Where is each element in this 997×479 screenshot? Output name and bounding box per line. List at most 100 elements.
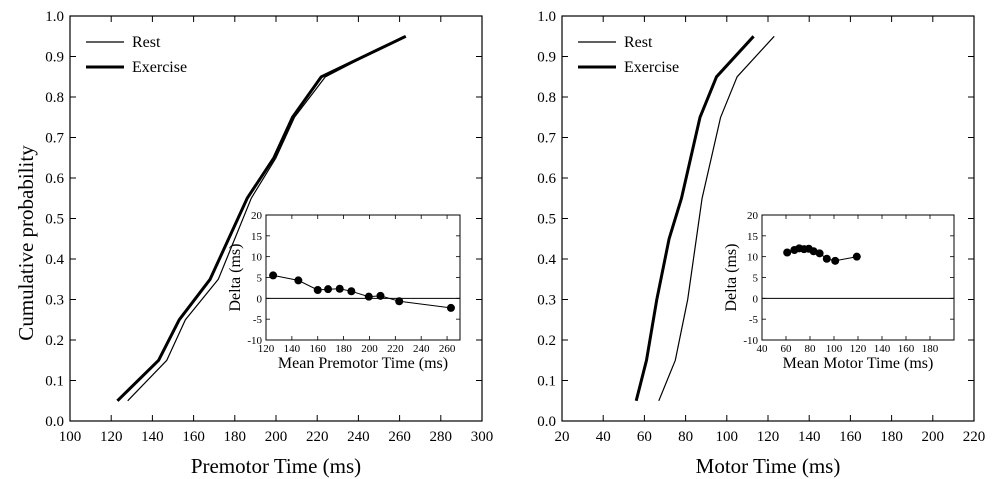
inset-series-line [273, 274, 451, 309]
series-line-exercise [634, 35, 755, 402]
inset-data-point [324, 285, 333, 294]
inset-y-axis-label: Delta (ms) [723, 244, 740, 312]
y-tick-label: 1.0 [45, 9, 64, 25]
inset-data-point [815, 249, 824, 258]
inset-data-point [376, 291, 385, 300]
y-tick-label: 0.4 [537, 252, 556, 268]
x-tick-label: 100 [716, 429, 739, 445]
inset-y-tick-label: 20 [251, 210, 263, 222]
x-tick-label: 120 [100, 429, 123, 445]
legend-label-rest: Rest [132, 34, 161, 51]
premotor-chart: 100 120 140 160 180 200 220 240 260 280 3000.00.10… [45, 9, 493, 478]
x-tick-label: 140 [141, 429, 164, 445]
x-tick-label: 160 [182, 429, 205, 445]
inset-x-tick-label: 140 [874, 343, 891, 355]
inset-data-point [269, 271, 278, 280]
x-tick-label: 40 [596, 429, 611, 445]
x-tick-label: 300 [471, 429, 494, 445]
x-axis-label: Premotor Time (ms) [191, 454, 361, 478]
inset-x-axis-label: Mean Premotor Time (ms) [278, 355, 448, 372]
inset-data-point [395, 297, 404, 306]
y-tick-label: 0.3 [537, 293, 556, 309]
x-tick-label: 100 [59, 429, 82, 445]
inset-x-tick-label: 240 [413, 343, 430, 355]
motor-chart: 20 40 60 80 100 120 140 160 180 200 2200.00.10.20.… [537, 9, 985, 478]
inset-x-tick-label: 100 [826, 343, 843, 355]
inset-data-point [446, 303, 455, 312]
inset-data-point [347, 287, 356, 296]
x-axis-label: Motor Time (ms) [696, 454, 841, 478]
inset-y-tick-label: -5 [253, 314, 263, 326]
y-tick-label: 0.5 [537, 212, 556, 228]
inset-y-tick-label: 0 [257, 293, 263, 305]
inset-data-point [822, 254, 831, 263]
legend-label-exercise: Exercise [132, 59, 187, 76]
inset-x-tick-label: 180 [922, 343, 939, 355]
x-tick-label: 200 [265, 429, 288, 445]
x-tick-label: 180 [224, 429, 247, 445]
y-tick-label: 0.2 [45, 333, 64, 349]
inset-data-point [294, 276, 303, 285]
x-tick-label: 20 [555, 429, 570, 445]
x-tick-label: 200 [922, 429, 945, 445]
y-tick-label: 0.6 [537, 171, 556, 187]
inset-y-tick-label: 10 [747, 252, 759, 264]
x-tick-label: 260 [388, 429, 411, 445]
inset-data-point [313, 286, 322, 294]
x-tick-label: 220 [306, 429, 329, 445]
x-tick-label: 80 [678, 429, 693, 445]
y-tick-label: 0.2 [537, 333, 556, 349]
inset-y-tick-label: 15 [747, 231, 759, 243]
inset-y-tick-label: 0 [753, 293, 759, 305]
inset-x-tick-label: 260 [439, 343, 456, 355]
legend-label-exercise: Exercise [624, 59, 679, 76]
inset-y-tick-label: -10 [743, 335, 758, 347]
inset-x-tick-label: 180 [335, 343, 352, 355]
series-line-rest [127, 35, 404, 402]
y-tick-label: 0.7 [537, 131, 556, 147]
y-tick-label: 0.9 [537, 50, 556, 66]
inset-data-point [852, 252, 861, 261]
inset-x-tick-label: 60 [781, 343, 793, 355]
series-line-exercise [116, 34, 407, 402]
y-tick-label: 0.7 [45, 131, 64, 147]
y-tick-label: 0.6 [45, 171, 64, 187]
inset-y-tick-label: 15 [251, 231, 263, 243]
inset-x-tick-label: 120 [258, 343, 275, 355]
inset-y-tick-label: -10 [247, 335, 262, 347]
y-tick-label: 0.0 [537, 414, 556, 430]
inset-y-tick-label: -5 [749, 314, 759, 326]
x-tick-label: 180 [880, 429, 903, 445]
x-tick-label: 60 [637, 429, 652, 445]
x-tick-label: 160 [839, 429, 862, 445]
y-tick-label: 0.4 [45, 252, 64, 268]
inset-x-tick-label: 80 [805, 343, 817, 355]
y-tick-label: 0.1 [45, 374, 64, 390]
inset-x-tick-label: 40 [757, 343, 769, 355]
inset-y-tick-label: 20 [747, 210, 759, 222]
x-tick-label: 240 [347, 429, 370, 445]
y-axis-label: Cumulative probability [14, 145, 38, 341]
y-tick-label: 1.0 [537, 9, 556, 25]
x-tick-label: 280 [430, 429, 453, 445]
inset-data-point [831, 256, 840, 265]
inset-y-axis-label: Delta (ms) [227, 244, 244, 312]
x-tick-label: 140 [798, 429, 821, 445]
inset-data-point [335, 284, 344, 293]
inset-data-point [783, 248, 792, 257]
y-tick-label: 0.8 [537, 90, 556, 106]
inset-x-tick-label: 160 [309, 343, 326, 355]
legend-label-rest: Rest [624, 34, 653, 51]
y-tick-label: 0.9 [45, 50, 64, 66]
inset-frame [265, 214, 461, 341]
inset-x-tick-label: 120 [850, 343, 867, 355]
inset-frame [761, 214, 955, 341]
inset-data-point [809, 247, 818, 256]
inset-chart: 120 140 160 180 200 220 240 260 -10 -5 0 5 10 15 20 Del… [227, 210, 461, 372]
series-line-rest [658, 35, 775, 402]
inset-y-tick-label: 5 [257, 273, 263, 285]
y-tick-label: 0.5 [45, 212, 64, 228]
x-tick-label: 120 [757, 429, 780, 445]
inset-x-tick-label: 200 [361, 343, 378, 355]
